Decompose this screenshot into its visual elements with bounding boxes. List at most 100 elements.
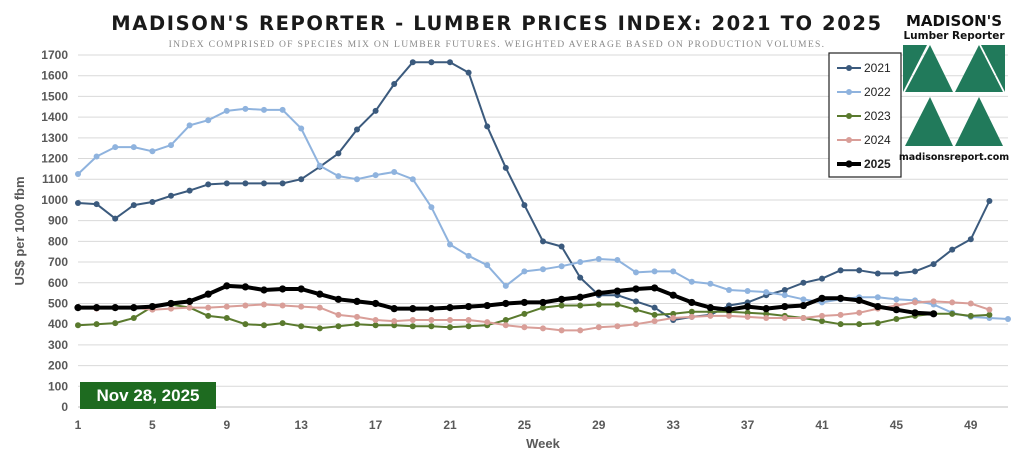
- data-point: [521, 324, 528, 331]
- data-point: [930, 298, 937, 305]
- data-point: [261, 106, 267, 113]
- legend-label: 2021: [864, 61, 891, 75]
- data-point: [205, 312, 212, 319]
- data-point: [260, 286, 268, 294]
- legend-swatch-marker: [846, 113, 852, 119]
- data-point: [688, 298, 696, 307]
- data-point: [75, 322, 81, 329]
- y-tick-label: 1500: [41, 89, 68, 103]
- data-point: [856, 321, 863, 328]
- data-point: [130, 202, 137, 209]
- data-point: [334, 295, 342, 303]
- legend-label: 2023: [864, 109, 891, 123]
- data-point: [205, 304, 212, 311]
- x-tick-label: 1: [75, 418, 82, 432]
- data-point: [502, 317, 509, 324]
- data-point: [874, 270, 881, 277]
- data-point: [242, 302, 249, 309]
- data-point: [168, 192, 174, 199]
- data-point: [298, 303, 305, 310]
- legend-item-2021: 2021: [837, 61, 891, 75]
- data-point: [279, 320, 286, 327]
- date-badge-text: Nov 28, 2025: [96, 386, 199, 405]
- data-point: [298, 323, 305, 330]
- x-tick-label: 17: [369, 418, 383, 432]
- legend-swatch-marker: [845, 160, 853, 168]
- data-point: [391, 168, 398, 175]
- logo-triangles-icon: [903, 45, 1005, 146]
- data-point: [446, 304, 454, 312]
- data-point: [502, 299, 510, 308]
- data-point: [297, 285, 305, 293]
- data-point: [75, 171, 81, 178]
- data-point: [74, 304, 82, 312]
- data-point: [335, 173, 342, 180]
- data-point: [651, 304, 658, 311]
- legend-item-2022: 2022: [837, 85, 891, 99]
- data-point: [372, 172, 379, 179]
- data-point: [502, 282, 509, 289]
- data-point: [409, 176, 416, 183]
- data-point: [725, 306, 733, 314]
- data-point: [893, 270, 900, 277]
- data-point: [577, 274, 584, 281]
- data-point: [391, 318, 398, 325]
- data-point: [949, 246, 956, 253]
- data-point: [242, 180, 249, 187]
- x-tick-label: 37: [741, 418, 755, 432]
- data-point: [613, 287, 622, 295]
- data-point: [130, 314, 137, 321]
- data-point: [670, 314, 677, 321]
- data-point: [168, 142, 174, 149]
- data-point: [819, 275, 825, 282]
- logo-triangle: [955, 45, 1003, 92]
- x-tick-label: 33: [667, 418, 681, 432]
- data-point: [781, 314, 788, 321]
- data-point: [428, 323, 435, 330]
- data-point: [558, 327, 565, 334]
- data-point: [614, 301, 621, 308]
- data-point: [242, 321, 249, 328]
- date-badge: Nov 28, 2025: [80, 382, 216, 409]
- data-point: [223, 107, 230, 114]
- data-point: [279, 106, 286, 113]
- data-point: [670, 310, 677, 317]
- data-point: [465, 323, 472, 330]
- data-point: [967, 312, 974, 319]
- data-point: [632, 285, 640, 293]
- data-point: [744, 288, 751, 295]
- y-tick-label: 900: [48, 214, 68, 228]
- y-axis-label: US$ per 1000 fbm: [12, 176, 27, 285]
- data-point: [949, 299, 956, 306]
- y-tick-label: 800: [48, 234, 68, 248]
- data-point: [577, 259, 584, 266]
- x-tick-label: 5: [149, 418, 156, 432]
- data-point: [577, 302, 584, 309]
- data-point: [148, 302, 156, 311]
- data-point: [93, 304, 101, 312]
- x-tick-label: 13: [295, 418, 309, 432]
- data-point: [223, 180, 230, 187]
- data-point: [261, 180, 267, 187]
- data-point: [465, 317, 472, 324]
- data-point: [856, 309, 863, 316]
- data-point: [595, 289, 603, 297]
- data-point: [707, 312, 714, 319]
- data-point: [428, 317, 435, 324]
- data-point: [261, 322, 267, 329]
- data-point: [949, 310, 956, 317]
- data-point: [893, 316, 900, 322]
- data-point: [390, 305, 398, 313]
- data-point: [447, 241, 453, 248]
- data-point: [633, 269, 639, 276]
- data-point: [744, 309, 751, 316]
- data-point: [447, 324, 453, 331]
- data-point: [316, 290, 324, 298]
- data-point: [576, 293, 584, 301]
- data-point: [521, 310, 528, 317]
- logo-url-text: madisonsreport.com: [899, 152, 1009, 163]
- logo-subbrand-text: Lumber Reporter: [903, 30, 1005, 42]
- data-point: [168, 305, 174, 312]
- data-point: [577, 327, 584, 334]
- legend-box: [828, 52, 902, 178]
